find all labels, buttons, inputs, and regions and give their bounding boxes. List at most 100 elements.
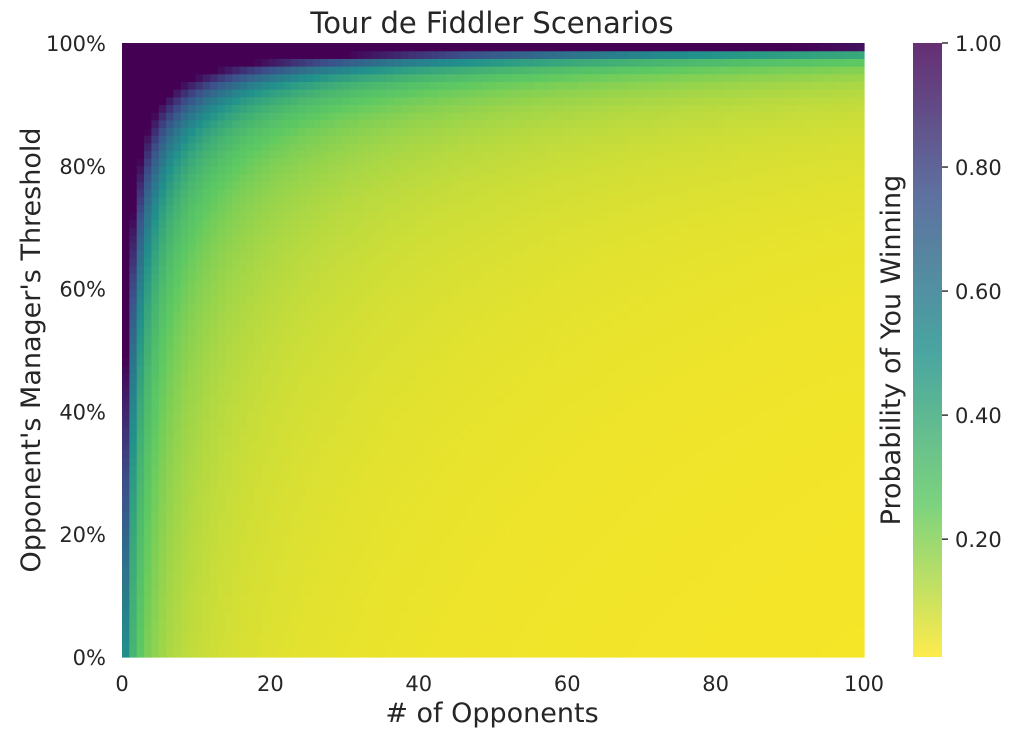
heatmap-cell bbox=[606, 618, 615, 627]
heatmap-cell bbox=[320, 541, 329, 551]
heatmap-cell bbox=[709, 373, 718, 382]
heatmap-cell bbox=[276, 610, 285, 620]
heatmap-cell bbox=[584, 526, 593, 535]
heatmap-cell bbox=[849, 649, 858, 658]
heatmap-cell bbox=[224, 618, 233, 627]
heatmap-cell bbox=[768, 541, 777, 551]
heatmap-cell bbox=[246, 541, 255, 551]
heatmap-cell bbox=[849, 342, 858, 351]
heatmap-cell bbox=[577, 595, 586, 604]
heatmap-cell bbox=[327, 518, 336, 528]
heatmap-cell bbox=[459, 449, 468, 459]
heatmap-cell bbox=[379, 641, 388, 650]
heatmap-cell bbox=[643, 457, 652, 466]
heatmap-cell bbox=[636, 488, 645, 497]
heatmap-cell bbox=[753, 449, 762, 459]
heatmap-cell bbox=[658, 649, 667, 658]
heatmap-cell bbox=[386, 449, 395, 459]
heatmap-cell bbox=[504, 357, 512, 366]
heatmap-cell bbox=[290, 534, 299, 543]
heatmap-cell bbox=[717, 488, 726, 497]
heatmap-cell bbox=[136, 595, 145, 604]
heatmap-cell bbox=[548, 411, 557, 420]
heatmap-cell bbox=[540, 480, 549, 489]
heatmap-cell bbox=[496, 572, 505, 581]
heatmap-cell bbox=[584, 457, 593, 466]
heatmap-cell bbox=[276, 557, 285, 566]
heatmap-cell bbox=[371, 626, 380, 635]
heatmap-cell bbox=[246, 465, 255, 474]
heatmap-cell bbox=[357, 273, 366, 282]
heatmap-cell bbox=[320, 526, 329, 535]
heatmap-cell bbox=[548, 503, 557, 512]
heatmap-cell bbox=[261, 396, 270, 405]
heatmap-cell bbox=[812, 595, 821, 604]
heatmap-cell bbox=[717, 641, 726, 650]
heatmap-cell bbox=[239, 311, 248, 320]
heatmap-cell bbox=[210, 357, 219, 366]
heatmap-cell bbox=[724, 580, 733, 589]
heatmap-cell bbox=[254, 319, 263, 328]
heatmap-cell bbox=[459, 557, 468, 566]
heatmap-cell bbox=[202, 641, 211, 650]
heatmap-cell bbox=[335, 388, 343, 397]
heatmap-cell bbox=[672, 334, 681, 343]
heatmap-cell bbox=[511, 388, 520, 397]
heatmap-cell bbox=[136, 587, 145, 597]
heatmap-cell bbox=[401, 465, 410, 474]
heatmap-cell bbox=[254, 610, 263, 620]
heatmap-cell bbox=[136, 610, 145, 620]
heatmap-cell bbox=[775, 396, 784, 405]
heatmap-cell bbox=[665, 603, 674, 612]
heatmap-cell bbox=[849, 426, 858, 436]
heatmap-cell bbox=[188, 610, 197, 620]
heatmap-cell bbox=[518, 495, 527, 505]
heatmap-cell bbox=[489, 465, 498, 474]
heatmap-cell bbox=[320, 549, 329, 558]
heatmap-cell bbox=[665, 572, 674, 581]
heatmap-cell bbox=[393, 403, 402, 413]
heatmap-cell bbox=[415, 633, 424, 643]
heatmap-cell bbox=[504, 526, 512, 535]
heatmap-cell bbox=[570, 633, 579, 643]
heatmap-cell bbox=[783, 426, 792, 436]
heatmap-cell bbox=[393, 288, 402, 297]
heatmap-cell bbox=[195, 411, 204, 420]
heatmap-cell bbox=[415, 319, 424, 328]
heatmap-cell bbox=[144, 334, 152, 343]
heatmap-cell bbox=[393, 526, 402, 535]
heatmap-cell bbox=[188, 319, 197, 328]
heatmap-cell bbox=[364, 626, 373, 635]
heatmap-cell bbox=[239, 564, 248, 574]
heatmap-cell bbox=[739, 472, 748, 482]
heatmap-cell bbox=[129, 564, 138, 574]
heatmap-cell bbox=[180, 603, 189, 612]
heatmap-cell bbox=[144, 273, 152, 282]
heatmap-cell bbox=[283, 457, 292, 466]
heatmap-cell bbox=[136, 633, 145, 643]
heatmap-cell bbox=[540, 388, 549, 397]
heatmap-cell bbox=[849, 549, 858, 558]
heatmap-cell bbox=[812, 319, 821, 328]
heatmap-cell bbox=[349, 564, 358, 574]
heatmap-cell bbox=[702, 319, 711, 328]
heatmap-cell bbox=[709, 311, 718, 320]
heatmap-cell bbox=[129, 396, 138, 405]
heatmap-cell bbox=[158, 649, 167, 658]
heatmap-cell bbox=[783, 319, 792, 328]
heatmap-cell bbox=[474, 373, 483, 382]
heatmap-cell bbox=[445, 526, 454, 535]
heatmap-cell bbox=[695, 564, 703, 574]
heatmap-cell bbox=[290, 557, 299, 566]
heatmap-cell bbox=[166, 296, 175, 305]
heatmap-cell bbox=[584, 572, 593, 581]
heatmap-cell bbox=[533, 641, 542, 650]
heatmap-cell bbox=[239, 603, 248, 612]
heatmap-cell bbox=[224, 442, 233, 451]
heatmap-cell bbox=[592, 564, 601, 574]
heatmap-cell bbox=[643, 572, 652, 581]
heatmap-cell bbox=[606, 572, 615, 581]
heatmap-cell bbox=[672, 380, 681, 389]
heatmap-cell bbox=[202, 564, 211, 574]
heatmap-cell bbox=[643, 641, 652, 650]
